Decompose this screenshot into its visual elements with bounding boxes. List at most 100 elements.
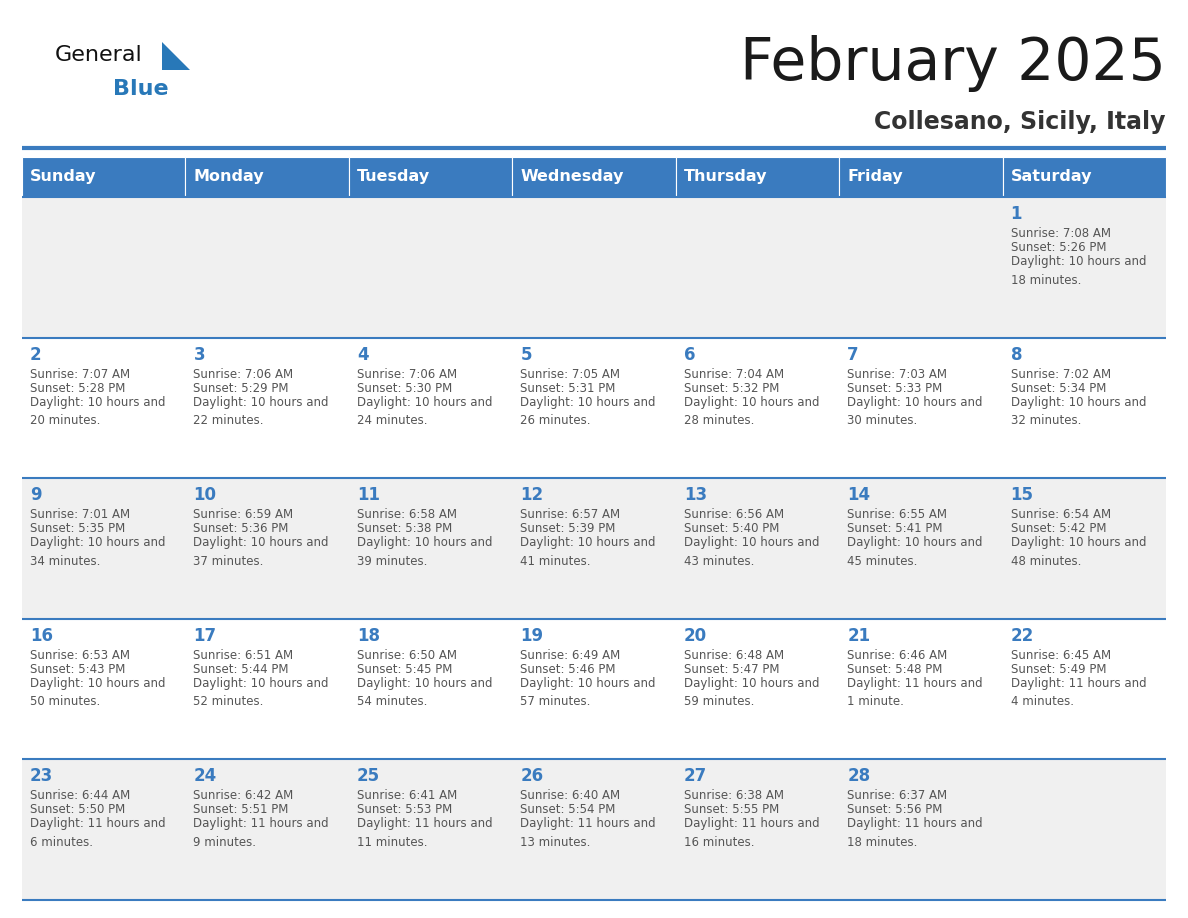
Text: Sunrise: 6:54 AM: Sunrise: 6:54 AM [1011,509,1111,521]
Text: Sunset: 5:41 PM: Sunset: 5:41 PM [847,522,942,535]
Text: Sunset: 5:51 PM: Sunset: 5:51 PM [194,803,289,816]
Text: Sunrise: 7:06 AM: Sunrise: 7:06 AM [356,367,457,381]
Text: Daylight: 10 hours and
24 minutes.: Daylight: 10 hours and 24 minutes. [356,396,492,427]
Text: Daylight: 10 hours and
43 minutes.: Daylight: 10 hours and 43 minutes. [684,536,820,567]
Text: Collesano, Sicily, Italy: Collesano, Sicily, Italy [874,110,1165,134]
Text: Sunrise: 6:53 AM: Sunrise: 6:53 AM [30,649,129,662]
Text: Blue: Blue [113,79,169,99]
Text: Daylight: 10 hours and
20 minutes.: Daylight: 10 hours and 20 minutes. [30,396,165,427]
Text: Monday: Monday [194,170,264,185]
Text: Sunset: 5:33 PM: Sunset: 5:33 PM [847,382,942,395]
Text: Sunset: 5:30 PM: Sunset: 5:30 PM [356,382,453,395]
Text: 25: 25 [356,767,380,786]
Text: Sunrise: 6:56 AM: Sunrise: 6:56 AM [684,509,784,521]
Text: 7: 7 [847,345,859,364]
Text: 17: 17 [194,627,216,644]
Text: 18: 18 [356,627,380,644]
Bar [23,338,1165,478]
Text: Sunset: 5:46 PM: Sunset: 5:46 PM [520,663,615,676]
Text: Daylight: 11 hours and
11 minutes.: Daylight: 11 hours and 11 minutes. [356,817,493,849]
Bar [349,157,512,197]
Text: Sunset: 5:40 PM: Sunset: 5:40 PM [684,522,779,535]
Text: Sunset: 5:36 PM: Sunset: 5:36 PM [194,522,289,535]
Text: Sunset: 5:26 PM: Sunset: 5:26 PM [1011,241,1106,254]
Text: Daylight: 11 hours and
4 minutes.: Daylight: 11 hours and 4 minutes. [1011,677,1146,709]
Text: Sunrise: 6:48 AM: Sunrise: 6:48 AM [684,649,784,662]
Text: Sunrise: 7:06 AM: Sunrise: 7:06 AM [194,367,293,381]
Text: Sunrise: 6:57 AM: Sunrise: 6:57 AM [520,509,620,521]
Text: Daylight: 10 hours and
57 minutes.: Daylight: 10 hours and 57 minutes. [520,677,656,709]
Text: 11: 11 [356,487,380,504]
Text: Sunset: 5:47 PM: Sunset: 5:47 PM [684,663,779,676]
Text: Sunset: 5:35 PM: Sunset: 5:35 PM [30,522,125,535]
Text: February 2025: February 2025 [740,35,1165,92]
Text: Sunrise: 6:59 AM: Sunrise: 6:59 AM [194,509,293,521]
Text: 20: 20 [684,627,707,644]
Text: Daylight: 10 hours and
48 minutes.: Daylight: 10 hours and 48 minutes. [1011,536,1146,567]
Text: 12: 12 [520,487,543,504]
Text: Daylight: 10 hours and
41 minutes.: Daylight: 10 hours and 41 minutes. [520,536,656,567]
Text: Sunset: 5:31 PM: Sunset: 5:31 PM [520,382,615,395]
Bar [23,619,1165,759]
Text: 15: 15 [1011,487,1034,504]
Text: Sunset: 5:50 PM: Sunset: 5:50 PM [30,803,125,816]
Text: Sunset: 5:32 PM: Sunset: 5:32 PM [684,382,779,395]
Text: Daylight: 10 hours and
18 minutes.: Daylight: 10 hours and 18 minutes. [1011,255,1146,286]
Text: Saturday: Saturday [1011,170,1092,185]
Text: Sunset: 5:55 PM: Sunset: 5:55 PM [684,803,779,816]
Bar [23,759,1165,900]
Text: Daylight: 10 hours and
26 minutes.: Daylight: 10 hours and 26 minutes. [520,396,656,427]
Text: 9: 9 [30,487,42,504]
Text: Sunset: 5:56 PM: Sunset: 5:56 PM [847,803,942,816]
Text: Sunset: 5:28 PM: Sunset: 5:28 PM [30,382,126,395]
Text: 13: 13 [684,487,707,504]
Text: Sunrise: 6:55 AM: Sunrise: 6:55 AM [847,509,947,521]
Text: Sunrise: 6:41 AM: Sunrise: 6:41 AM [356,789,457,802]
Text: Sunrise: 6:44 AM: Sunrise: 6:44 AM [30,789,131,802]
Text: Sunset: 5:45 PM: Sunset: 5:45 PM [356,663,453,676]
Text: Sunrise: 6:37 AM: Sunrise: 6:37 AM [847,789,947,802]
Text: Sunrise: 6:42 AM: Sunrise: 6:42 AM [194,789,293,802]
Text: Daylight: 10 hours and
28 minutes.: Daylight: 10 hours and 28 minutes. [684,396,820,427]
Text: 4: 4 [356,345,368,364]
Polygon shape [162,42,190,70]
Text: 8: 8 [1011,345,1022,364]
Text: Daylight: 11 hours and
6 minutes.: Daylight: 11 hours and 6 minutes. [30,817,165,849]
Text: Sunset: 5:48 PM: Sunset: 5:48 PM [847,663,942,676]
Text: Sunset: 5:29 PM: Sunset: 5:29 PM [194,382,289,395]
Bar [1003,157,1165,197]
Bar [23,478,1165,619]
Text: Sunrise: 6:46 AM: Sunrise: 6:46 AM [847,649,947,662]
Text: 14: 14 [847,487,871,504]
Text: Daylight: 10 hours and
32 minutes.: Daylight: 10 hours and 32 minutes. [1011,396,1146,427]
Bar [23,157,185,197]
Text: 1: 1 [1011,205,1022,223]
Text: Sunrise: 6:49 AM: Sunrise: 6:49 AM [520,649,620,662]
Text: Daylight: 11 hours and
13 minutes.: Daylight: 11 hours and 13 minutes. [520,817,656,849]
Text: 3: 3 [194,345,206,364]
Text: 21: 21 [847,627,871,644]
Text: 16: 16 [30,627,53,644]
Text: Daylight: 10 hours and
22 minutes.: Daylight: 10 hours and 22 minutes. [194,396,329,427]
Text: Sunset: 5:34 PM: Sunset: 5:34 PM [1011,382,1106,395]
Text: 26: 26 [520,767,543,786]
Text: Friday: Friday [847,170,903,185]
Text: Sunrise: 6:40 AM: Sunrise: 6:40 AM [520,789,620,802]
Text: Daylight: 11 hours and
18 minutes.: Daylight: 11 hours and 18 minutes. [847,817,982,849]
Text: Daylight: 10 hours and
30 minutes.: Daylight: 10 hours and 30 minutes. [847,396,982,427]
Text: Daylight: 11 hours and
16 minutes.: Daylight: 11 hours and 16 minutes. [684,817,820,849]
Bar [185,157,349,197]
Text: Sunrise: 6:45 AM: Sunrise: 6:45 AM [1011,649,1111,662]
Text: Wednesday: Wednesday [520,170,624,185]
Text: 23: 23 [30,767,53,786]
Bar [839,157,1003,197]
Text: 2: 2 [30,345,42,364]
Text: Daylight: 10 hours and
50 minutes.: Daylight: 10 hours and 50 minutes. [30,677,165,709]
Text: Sunset: 5:44 PM: Sunset: 5:44 PM [194,663,289,676]
Bar [23,197,1165,338]
Text: Daylight: 11 hours and
1 minute.: Daylight: 11 hours and 1 minute. [847,677,982,709]
Text: Sunrise: 7:08 AM: Sunrise: 7:08 AM [1011,227,1111,240]
Text: Sunset: 5:38 PM: Sunset: 5:38 PM [356,522,453,535]
Text: 28: 28 [847,767,871,786]
Text: Sunset: 5:42 PM: Sunset: 5:42 PM [1011,522,1106,535]
